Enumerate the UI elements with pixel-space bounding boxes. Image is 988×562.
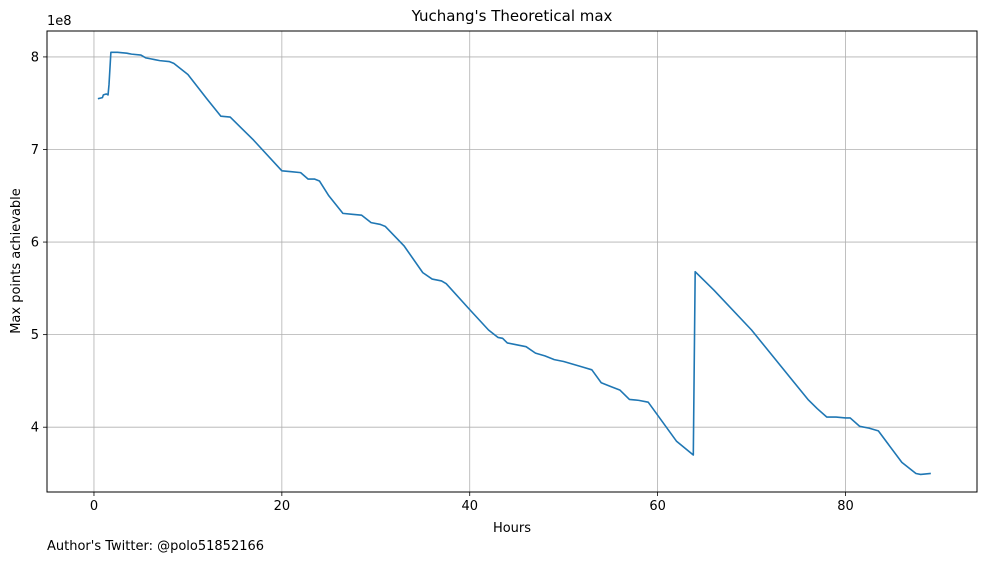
- x-tick-label: 40: [461, 499, 478, 514]
- y-axis-offset-label: 1e8: [47, 14, 72, 29]
- y-tick-label: 8: [31, 50, 39, 65]
- grid: [47, 31, 977, 492]
- x-axis-ticks: 0 20 40 60 80: [90, 492, 854, 514]
- x-tick-label: 80: [837, 499, 854, 514]
- series-line-0: [97, 51, 931, 476]
- y-tick-label: 4: [31, 421, 39, 436]
- series-group: [97, 51, 931, 476]
- x-tick-label: 0: [90, 499, 98, 514]
- plot-frame: [46, 30, 978, 493]
- y-tick-label: 6: [31, 236, 39, 251]
- y-tick-label: 5: [31, 328, 39, 343]
- y-axis-ticks: 4 5 6 7 8: [31, 50, 47, 436]
- author-twitter-text: Author's Twitter: @polo51852166: [47, 539, 264, 554]
- y-tick-label: 7: [31, 143, 39, 158]
- x-tick-label: 60: [649, 499, 666, 514]
- x-tick-label: 20: [274, 499, 291, 514]
- y-axis-label: Max points achievable: [9, 188, 24, 334]
- chart-title: Yuchang's Theoretical max: [411, 7, 613, 25]
- x-axis-label: Hours: [493, 521, 531, 536]
